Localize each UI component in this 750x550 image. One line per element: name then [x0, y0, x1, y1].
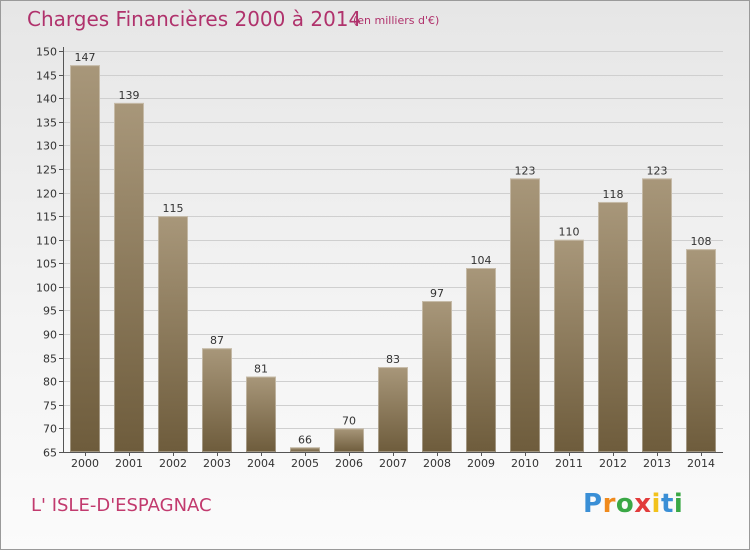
y-tick-label: 90: [43, 329, 57, 342]
x-tick-label: 2011: [555, 457, 583, 470]
y-tick-label: 130: [36, 140, 57, 153]
logo-letter: r: [602, 489, 616, 519]
x-tick-label: 2009: [467, 457, 495, 470]
bar-value-label: 123: [647, 164, 668, 177]
y-tick-label: 85: [43, 353, 57, 366]
bar-highlight: [290, 447, 320, 452]
bar-highlight: [598, 201, 628, 452]
logo-letter: i: [651, 489, 661, 519]
bar-highlight: [70, 65, 100, 452]
x-tick-label: 2014: [687, 457, 715, 470]
bar: [642, 178, 672, 452]
bar: [378, 367, 408, 452]
x-tick-label: 2007: [379, 457, 407, 470]
bar: [290, 447, 320, 452]
bar-highlight: [202, 348, 232, 452]
x-tick-label: 2012: [599, 457, 627, 470]
y-tick-label: 120: [36, 188, 57, 201]
y-tick-label: 70: [43, 423, 57, 436]
y-tick-label: 105: [36, 258, 57, 271]
bar-highlight: [466, 268, 496, 453]
proxiti-logo: Proxiti: [583, 489, 683, 519]
bar-labels: 147 139 115 87 81 66 70 83 97 104 123 110 118 123 108: [75, 51, 712, 446]
bar-value-label: 110: [559, 226, 580, 239]
bar-value-label: 147: [75, 51, 96, 64]
bar: [334, 428, 364, 452]
bar-highlight: [686, 249, 716, 452]
logo-letter: t: [660, 489, 674, 519]
x-tick-label: 2008: [423, 457, 451, 470]
x-tick-label: 2001: [115, 457, 143, 470]
bar: [554, 239, 584, 452]
bar-value-label: 81: [254, 363, 268, 376]
bar-highlight: [378, 367, 408, 453]
y-tick-label: 80: [43, 376, 57, 389]
x-tick-labels: 2000 2001 2002 2003 2004 2005 2006 2007 2008 2009…: [71, 457, 715, 470]
x-tick-label: 2006: [335, 457, 363, 470]
bar-highlight: [510, 178, 540, 452]
bar-value-label: 118: [603, 188, 624, 201]
y-tick-label: 150: [36, 46, 57, 59]
bar-highlight: [246, 376, 276, 452]
bar: [598, 201, 628, 452]
bar-value-label: 70: [342, 414, 356, 427]
bar: [246, 376, 276, 452]
y-tick-label: 135: [36, 117, 57, 130]
bar: [422, 301, 452, 452]
bar-highlight: [422, 301, 452, 453]
x-tick-label: 2013: [643, 457, 671, 470]
logo-letter: i: [673, 489, 684, 519]
bar: [510, 178, 540, 452]
chart-title: Charges Financières 2000 à 2014: [27, 7, 362, 31]
bar-value-label: 66: [298, 433, 312, 446]
town-name: L' ISLE-D'ESPAGNAC: [31, 495, 212, 516]
bars: [70, 65, 716, 453]
x-tick-label: 2004: [247, 457, 275, 470]
bar-value-label: 139: [119, 89, 140, 102]
bar-highlight: [158, 216, 188, 452]
logo-letter: o: [615, 489, 635, 519]
bar: [686, 249, 716, 452]
y-tick-label: 75: [43, 400, 57, 413]
bar-value-label: 97: [430, 287, 444, 300]
y-tick-label: 95: [43, 305, 57, 318]
bar-value-label: 115: [163, 202, 184, 215]
x-tick-label: 2010: [511, 457, 539, 470]
bar: [466, 268, 496, 452]
bar-value-label: 108: [691, 235, 712, 248]
bar-value-label: 83: [386, 353, 400, 366]
bar: [202, 348, 232, 452]
bar-highlight: [334, 428, 364, 453]
logo-letter: x: [634, 489, 652, 519]
y-tick-label: 110: [36, 235, 57, 248]
y-tick-label: 125: [36, 164, 57, 177]
bar: [114, 102, 144, 453]
bar-highlight: [642, 178, 672, 452]
bar-highlight: [114, 102, 144, 453]
bar-highlight: [554, 239, 584, 452]
y-tick-label: 100: [36, 282, 57, 295]
x-tick-label: 2005: [291, 457, 319, 470]
bar-value-label: 123: [515, 164, 536, 177]
y-tick-labels: 65 70 75 80 85 90 95 100 105 110 115 120 125 130 135 14…: [36, 46, 57, 460]
bar: [70, 65, 100, 452]
x-tick-label: 2002: [159, 457, 187, 470]
chart-subtitle: (en milliers d'€): [353, 14, 440, 27]
y-tick-label: 115: [36, 211, 57, 224]
axes: [59, 47, 723, 456]
x-tick-label: 2000: [71, 457, 99, 470]
bar-value-label: 87: [210, 334, 224, 347]
y-tick-label: 145: [36, 70, 57, 83]
logo-letter: P: [583, 489, 603, 519]
y-tick-label: 140: [36, 93, 57, 106]
y-tick-label: 65: [43, 447, 57, 460]
bar: [158, 216, 188, 452]
x-tick-label: 2003: [203, 457, 231, 470]
bar-value-label: 104: [471, 254, 492, 267]
